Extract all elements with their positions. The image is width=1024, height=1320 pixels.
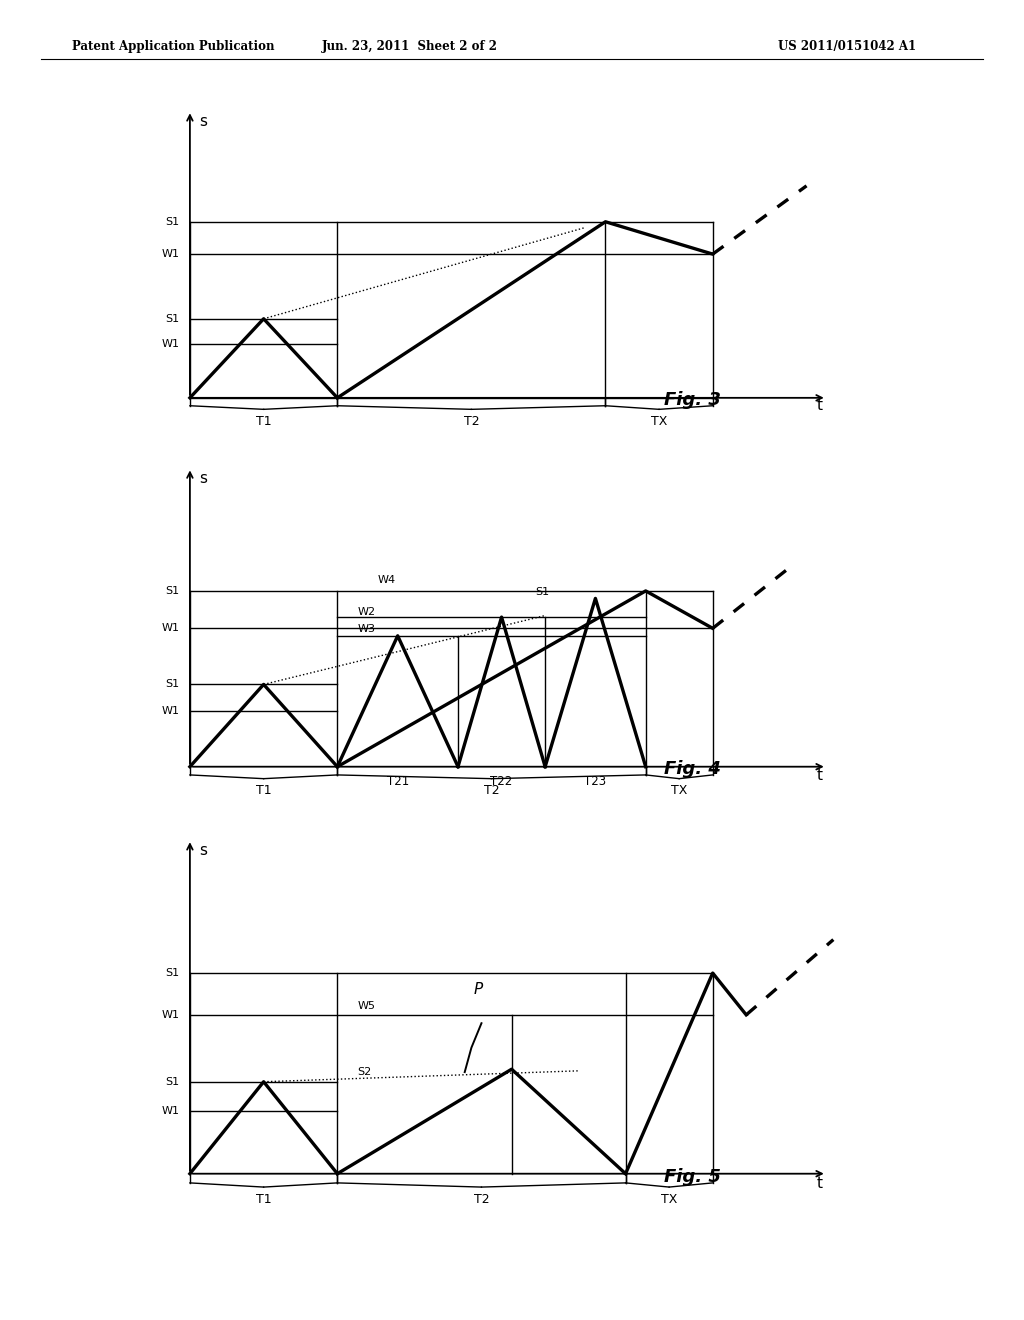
Text: S1: S1 — [166, 216, 180, 227]
Text: W1: W1 — [162, 706, 180, 715]
Text: Jun. 23, 2011  Sheet 2 of 2: Jun. 23, 2011 Sheet 2 of 2 — [322, 40, 498, 53]
Text: t: t — [817, 399, 823, 413]
Text: T21: T21 — [386, 775, 409, 788]
Text: W1: W1 — [162, 339, 180, 348]
Text: S2: S2 — [357, 1068, 372, 1077]
Text: s: s — [200, 471, 207, 486]
Text: T1: T1 — [256, 414, 271, 428]
Text: t: t — [817, 1176, 823, 1192]
Text: s: s — [200, 114, 207, 129]
Text: T1: T1 — [256, 784, 271, 797]
Text: W5: W5 — [357, 1001, 376, 1011]
Text: S1: S1 — [536, 586, 549, 597]
Text: TX: TX — [651, 414, 668, 428]
Text: Fig. 3: Fig. 3 — [665, 391, 721, 409]
Text: T1: T1 — [256, 1193, 271, 1206]
Text: W1: W1 — [162, 1106, 180, 1115]
Text: S1: S1 — [166, 586, 180, 595]
Text: Fig. 5: Fig. 5 — [665, 1168, 721, 1187]
Text: S1: S1 — [166, 314, 180, 323]
Text: S1: S1 — [166, 1077, 180, 1086]
Text: W1: W1 — [162, 1010, 180, 1020]
Text: US 2011/0151042 A1: US 2011/0151042 A1 — [778, 40, 916, 53]
Text: T2: T2 — [474, 1193, 489, 1206]
Text: T22: T22 — [490, 775, 513, 788]
Text: s: s — [200, 843, 207, 858]
Text: t: t — [817, 768, 823, 783]
Text: Fig. 4: Fig. 4 — [665, 760, 721, 777]
Text: W4: W4 — [378, 576, 395, 586]
Text: S1: S1 — [166, 680, 180, 689]
Text: T2: T2 — [483, 784, 500, 797]
Text: W1: W1 — [162, 623, 180, 634]
Text: W2: W2 — [357, 607, 376, 618]
Text: TX: TX — [671, 784, 687, 797]
Text: T23: T23 — [585, 775, 606, 788]
Text: T2: T2 — [464, 414, 479, 428]
Text: S1: S1 — [166, 968, 180, 978]
Text: W1: W1 — [162, 249, 180, 259]
Text: TX: TX — [660, 1193, 677, 1206]
Text: W3: W3 — [357, 624, 376, 634]
Text: Patent Application Publication: Patent Application Publication — [72, 40, 274, 53]
Text: P: P — [473, 982, 482, 997]
